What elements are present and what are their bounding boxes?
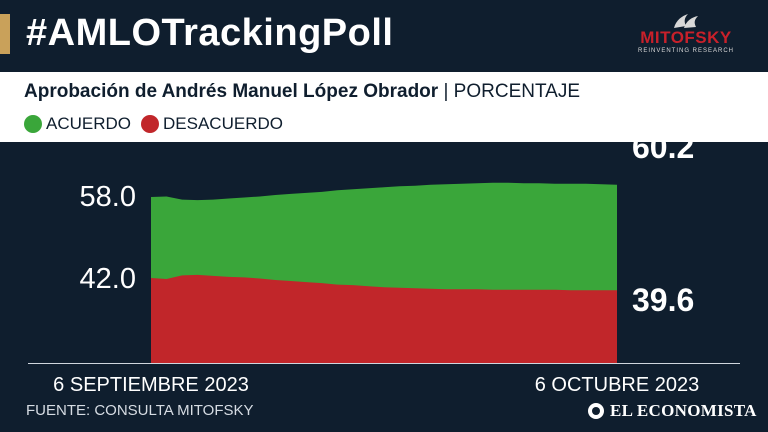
publisher-name: EL ECONOMISTA bbox=[610, 401, 757, 420]
legend-swatch-acuerdo bbox=[24, 115, 42, 133]
legend-label-acuerdo: ACUERDO bbox=[46, 114, 132, 133]
x-label-start: 6 SEPTIEMBRE 2023 bbox=[53, 374, 249, 396]
x-label-end: 6 OCTUBRE 2023 bbox=[535, 374, 700, 396]
legend-item-desacuerdo: DESACUERDO bbox=[141, 114, 283, 134]
header-bar bbox=[0, 0, 768, 68]
brand-tagline: REINVENTING RESEARCH bbox=[637, 48, 734, 54]
flame-logo-icon bbox=[674, 14, 698, 28]
globe-logo-icon bbox=[588, 403, 604, 419]
end-label-acuerdo: 60.2 bbox=[632, 129, 694, 165]
chart-subtitle: Aprobación de Andrés Manuel López Obrado… bbox=[24, 81, 580, 103]
legend-label-desacuerdo: DESACUERDO bbox=[163, 114, 283, 133]
accent-stripe bbox=[0, 14, 10, 54]
brand-name: MITOFSKY bbox=[640, 28, 732, 47]
legend-swatch-desacuerdo bbox=[141, 115, 160, 133]
subtitle-bold: Aprobación de Andrés Manuel López Obrado… bbox=[24, 81, 439, 102]
subtitle-unit: PORCENTAJE bbox=[453, 81, 581, 102]
subtitle-separator: | bbox=[443, 81, 449, 102]
mitofsky-logo: MITOFSKY REINVENTING RESEARCH bbox=[626, 12, 746, 60]
series-area-desacuerdo bbox=[151, 274, 617, 363]
subtitle-panel bbox=[0, 72, 768, 142]
end-label-desacuerdo: 39.6 bbox=[632, 282, 694, 318]
chart-legend: ACUERDO DESACUERDO bbox=[24, 113, 283, 135]
y-tick-label-58: 58.0 bbox=[80, 181, 136, 213]
legend-item-acuerdo: ACUERDO bbox=[24, 114, 131, 134]
footer-source: FUENTE: CONSULTA MITOFSKY bbox=[26, 402, 254, 419]
hashtag-title: #AMLOTrackingPoll bbox=[26, 12, 394, 54]
publisher-logo: EL ECONOMISTA bbox=[588, 401, 757, 421]
y-tick-label-42: 42.0 bbox=[80, 263, 136, 295]
